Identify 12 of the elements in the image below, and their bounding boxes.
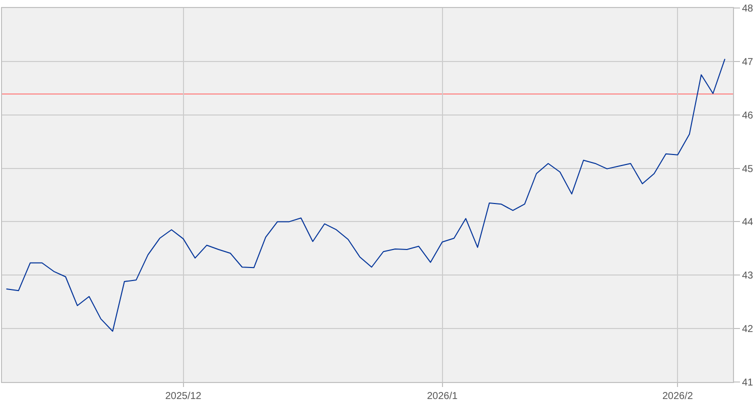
y-tick-label: 41 xyxy=(742,378,754,388)
y-tick-label: 48 xyxy=(742,4,754,14)
x-tick-label: 2026/2 xyxy=(662,391,694,400)
y-tick-label: 42 xyxy=(742,324,754,336)
y-tick-label: 44 xyxy=(742,217,754,228)
x-tick-label: 2025/12 xyxy=(165,391,202,400)
y-tick-label: 46 xyxy=(742,110,754,122)
y-tick-label: 47 xyxy=(742,56,754,68)
y-tick-label: 43 xyxy=(742,270,754,282)
line-series xyxy=(6,58,726,332)
y-tick-label: 45 xyxy=(742,164,754,175)
x-tick-label: 2026/1 xyxy=(426,391,458,400)
